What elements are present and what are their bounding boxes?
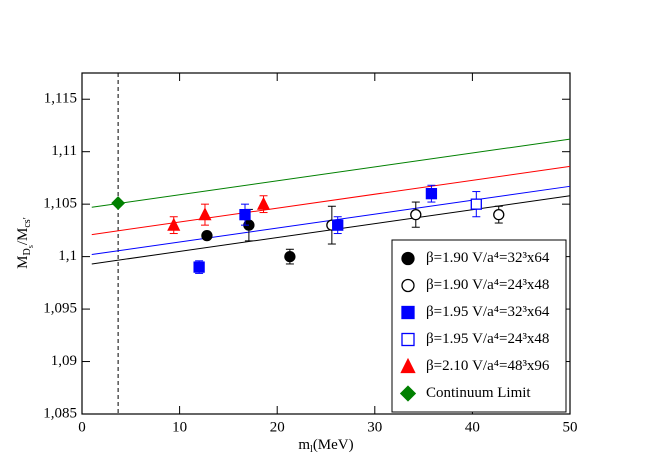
marker: [401, 251, 415, 266]
marker: [201, 229, 213, 242]
legend-label: β=1.90 V/a⁴=32³x64: [426, 250, 550, 266]
marker: [401, 278, 415, 293]
marker: [399, 385, 417, 402]
y-tick-label: 1,11: [51, 143, 77, 159]
x-tick-label: 30: [367, 419, 382, 435]
marker: [198, 207, 212, 221]
y-tick-label: 1,085: [43, 405, 77, 421]
legend-box: [391, 239, 567, 413]
x-tick-label: 20: [270, 419, 285, 435]
marker: [470, 198, 482, 210]
legend-label: β=1.95 V/a⁴=32³x64: [426, 304, 550, 320]
marker: [284, 250, 296, 263]
y-label-part: D: [22, 248, 33, 255]
legend-label: Continuum Limit: [426, 385, 531, 401]
fit-line: [91, 138, 571, 208]
y-tick-label: 1,095: [43, 301, 77, 317]
y-tick-label: 1,09: [51, 353, 77, 369]
x-tick-label: 50: [563, 419, 578, 435]
marker: [239, 208, 251, 221]
legend-label: β=2.10 V/a⁴=48³x96: [426, 358, 550, 374]
x-label-part: l: [310, 444, 313, 455]
y-label-part: M: [15, 256, 31, 269]
plot-frame: [81, 72, 571, 415]
marker: [256, 196, 271, 210]
legend-label: β=1.95 V/a⁴=24³x48: [426, 331, 549, 347]
marker: [400, 357, 416, 374]
y-tick-label: 1,105: [43, 196, 77, 212]
x-label-part: (MeV): [313, 437, 354, 453]
y-label-part: ′: [22, 217, 33, 219]
y-tick-label: 1,1: [58, 248, 77, 264]
x-axis-label: ml(MeV): [298, 437, 353, 455]
marker: [493, 208, 505, 221]
x-tick-label: 0: [78, 419, 86, 435]
x-label-part: m: [298, 437, 310, 453]
x-tick-label: 40: [465, 419, 480, 435]
legend-label: β=1.90 V/a⁴=24³x48: [426, 277, 549, 293]
y-axis-label: MDs/Mcs′: [15, 217, 34, 269]
y-tick-label: 1,115: [44, 91, 77, 107]
marker: [111, 196, 126, 211]
y-label-part: s: [26, 245, 35, 248]
marker: [401, 305, 415, 320]
marker: [401, 332, 415, 347]
marker: [193, 261, 205, 273]
y-label-part: c: [22, 223, 33, 228]
marker: [410, 208, 422, 221]
marker: [167, 217, 181, 231]
y-label-part: /M: [15, 228, 31, 246]
y-label-part: s: [22, 219, 33, 223]
marker: [332, 219, 344, 231]
marker: [425, 188, 438, 200]
x-tick-label: 10: [172, 419, 187, 435]
